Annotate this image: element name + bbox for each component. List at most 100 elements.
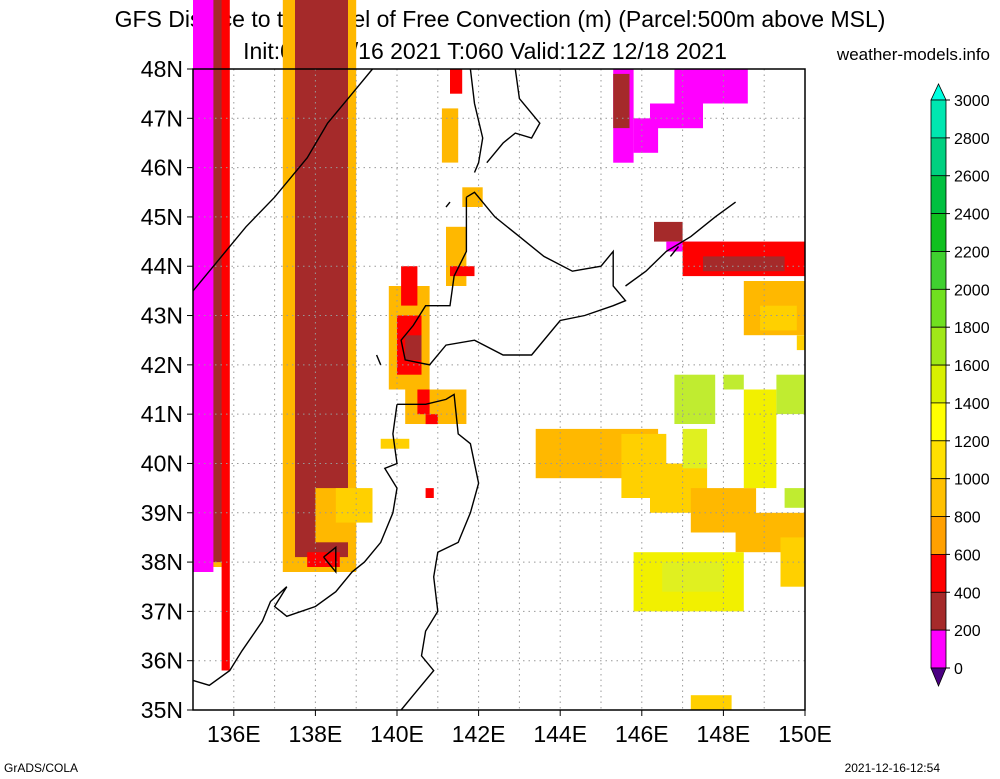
coastline <box>400 191 627 366</box>
shade-cell <box>401 266 418 306</box>
shade-cell <box>723 374 744 390</box>
colorbar-segment <box>930 554 947 593</box>
lon-label: 146E <box>615 721 669 747</box>
shade-cell <box>743 389 777 489</box>
coastline <box>323 545 337 574</box>
lat-label: 40N <box>141 450 183 476</box>
colorbar-label: 2000 <box>954 282 990 299</box>
chart-title: GFS Distace to the Level of Free Convect… <box>114 6 886 32</box>
shade-cell <box>674 69 748 104</box>
coastlines <box>192 68 737 711</box>
colorbar-label: 1400 <box>954 396 990 413</box>
lon-label: 144E <box>533 721 587 747</box>
shade-cell <box>796 335 805 351</box>
colorbar-label: 2400 <box>954 207 990 224</box>
grid-lines <box>193 69 805 710</box>
shade-cell <box>784 488 805 508</box>
shade-cell <box>703 256 785 272</box>
coastline <box>486 68 541 164</box>
site-name: weather-models.info <box>836 45 990 64</box>
shade-cell <box>613 73 630 129</box>
shade-cell <box>776 374 805 415</box>
coastline <box>669 246 680 257</box>
colorbar-label: 200 <box>954 623 981 640</box>
shade-cell <box>760 305 797 331</box>
colorbar-segment <box>930 326 947 366</box>
colorbar-segment <box>930 402 947 442</box>
lat-label: 36N <box>141 648 183 674</box>
colorbar-label: 2800 <box>954 131 990 148</box>
footer-software: GrADS/COLA <box>4 761 79 775</box>
shade-cell <box>674 374 716 424</box>
lat-label: 46N <box>141 155 183 181</box>
lat-label: 47N <box>141 105 183 131</box>
coastline <box>375 354 382 366</box>
shade-cell <box>682 428 708 469</box>
colorbar-segment <box>930 364 947 404</box>
colorbar-label: 1800 <box>954 320 990 337</box>
shade-cell <box>462 187 483 207</box>
colorbar-segment <box>930 288 947 328</box>
colorbar-segment <box>930 99 947 139</box>
latitude-labels: 48N 47N 46N 45N 44N 43N 42N 41N 40N 39N 38N 37N 36N 3… <box>141 56 193 723</box>
shade-cell <box>690 695 732 710</box>
shade-cell <box>425 414 438 425</box>
lat-label: 44N <box>141 253 183 279</box>
lon-label: 140E <box>370 721 424 747</box>
lat-label: 39N <box>141 500 183 526</box>
colorbar-segment <box>930 516 947 555</box>
colorbar-segment <box>930 629 947 669</box>
coastline <box>192 68 374 292</box>
shade-cell <box>450 69 463 94</box>
lat-label: 37N <box>141 598 183 624</box>
lat-label: 42N <box>141 352 183 378</box>
lat-label: 38N <box>141 549 183 575</box>
lon-label: 142E <box>452 721 506 747</box>
shade-cell <box>441 108 459 163</box>
coastline <box>469 68 484 173</box>
colorbar-label: 1000 <box>954 472 990 489</box>
lat-label: 43N <box>141 303 183 329</box>
shaded-field <box>193 0 805 710</box>
lon-label: 138E <box>289 721 343 747</box>
colorbar-label: 1600 <box>954 358 990 375</box>
colorbar-label: 3000 <box>954 93 990 110</box>
shade-cell <box>425 488 434 498</box>
coastline <box>625 201 737 287</box>
coastline <box>445 201 451 208</box>
shade-cell <box>295 0 348 558</box>
coastline <box>192 404 398 687</box>
colorbar-segment <box>930 478 947 518</box>
colorbar: 3000280026002400220020001800160014001200… <box>930 83 990 688</box>
colorbar-label: 0 <box>954 661 963 678</box>
lon-label: 150E <box>778 721 832 747</box>
shade-cell <box>417 389 430 415</box>
colorbar-segment <box>930 440 947 480</box>
shade-cell <box>650 103 703 129</box>
colorbar-arrow-bottom <box>930 667 947 688</box>
shade-cell <box>335 488 373 523</box>
colorbar-label: 2200 <box>954 244 990 261</box>
lon-label: 148E <box>697 721 751 747</box>
colorbar-segment <box>930 251 947 290</box>
footer-timestamp: 2021-12-16-12:54 <box>844 761 940 775</box>
shade-cell <box>405 335 422 360</box>
shade-cell <box>193 0 214 572</box>
shade-cell <box>450 266 475 277</box>
colorbar-label: 1200 <box>954 434 990 451</box>
colorbar-label: 400 <box>954 585 981 602</box>
lat-label: 48N <box>141 56 183 82</box>
map-frame <box>192 68 806 711</box>
lat-label: 35N <box>141 697 183 723</box>
colorbar-label: 600 <box>954 547 981 564</box>
shade-cell <box>221 0 230 671</box>
colorbar-segment <box>930 137 947 177</box>
shade-cell <box>654 221 683 242</box>
colorbar-segment <box>930 213 947 252</box>
colorbar-label: 2600 <box>954 169 990 186</box>
colorbar-segment <box>930 591 947 631</box>
longitude-labels: 136E 138E 140E 142E 144E 146E 148E 150E <box>207 710 832 747</box>
shade-cell <box>662 562 724 592</box>
lat-label: 45N <box>141 204 183 230</box>
colorbar-segment <box>930 175 947 214</box>
